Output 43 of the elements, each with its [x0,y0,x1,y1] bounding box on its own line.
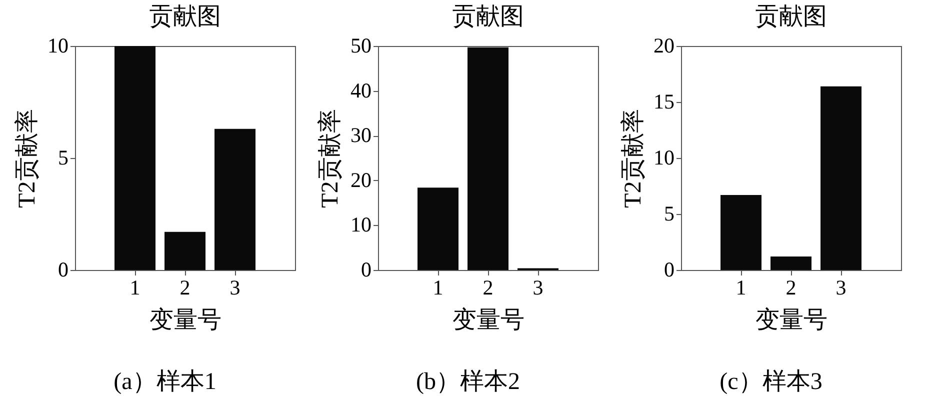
chart-title: 贡献图 [149,4,221,30]
y-axis-title: T2贡献率 [14,109,40,208]
y-tick-label: 15 [654,90,674,114]
y-tick-label: 40 [350,78,372,102]
bar [114,46,156,270]
chart-title: 贡献图 [755,4,827,30]
y-tick-label: 30 [350,123,372,148]
y-tick-label: 5 [664,202,674,226]
y-tick-label: 0 [361,258,372,282]
y-tick-label: 0 [664,258,674,282]
bar [468,47,508,270]
text: (b）样本2 [416,369,520,395]
y-tick-label: 0 [58,258,68,282]
y-tick-label: 10 [654,146,674,170]
bar [418,188,458,270]
x-axis-title: 变量号 [452,306,524,334]
y-tick-label: 50 [350,34,372,58]
x-axis-title: 变量号 [756,306,828,334]
x-tick-label: 3 [532,276,544,300]
bar [820,86,862,270]
y-axis-title: T2贡献率 [620,109,646,208]
y-tick-label: 20 [654,34,674,58]
y-tick-label: 10 [350,212,372,237]
y-axis-title: T2贡献率 [316,109,344,208]
text: (a）样本1 [114,369,216,395]
x-axis-title: 变量号 [150,306,222,334]
x-tick-label: 2 [180,276,190,300]
chart-title: 贡献图 [452,4,524,30]
bar [720,194,762,270]
y-tick-label: 10 [48,34,68,58]
bar [164,232,206,270]
y-tick-label: 20 [350,168,372,192]
x-tick-label: 3 [230,276,240,300]
x-tick-label: 2 [482,276,494,300]
bar [214,128,256,270]
x-tick-label: 1 [736,276,746,300]
x-tick-label: 2 [786,276,796,300]
x-tick-label: 1 [432,276,444,300]
bar [770,256,812,270]
x-tick-label: 1 [130,276,140,300]
y-tick-label: 5 [58,146,68,170]
text: (c）样本3 [720,369,822,395]
x-tick-label: 3 [836,276,846,300]
